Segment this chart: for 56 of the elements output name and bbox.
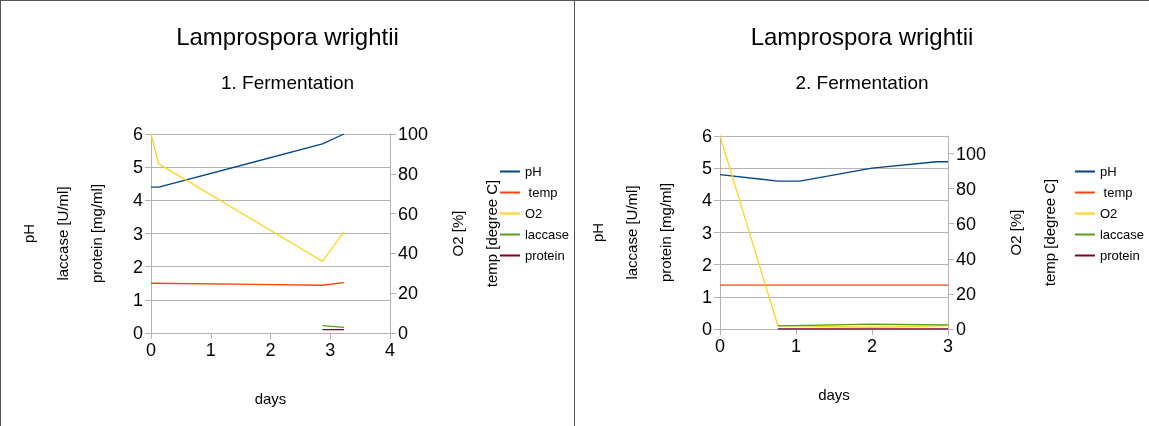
y-axis-title: pH laccase [U/ml] protein [mg/ml]: [19, 183, 105, 284]
y2-tick-label: 60: [956, 213, 977, 234]
y-tick-label: 1: [701, 286, 712, 307]
y2-tick-label: 40: [398, 243, 419, 264]
x-tick-label: 4: [384, 340, 396, 360]
legend-label: pH: [1099, 164, 1117, 179]
y2-tick-label: 0: [956, 319, 967, 339]
legend-label: laccase: [524, 227, 569, 242]
legend-label: O2: [1099, 206, 1118, 221]
legend-label: pH: [524, 164, 542, 179]
y2-tick-label: 60: [398, 203, 419, 224]
y2-axis-title: O2 [%] temp [degree C]: [1006, 178, 1058, 287]
y-tick-label: 5: [701, 158, 712, 179]
legend-label: laccase: [1099, 227, 1144, 242]
y2-tick-label: 0: [398, 323, 409, 343]
x-tick-label: 0: [145, 340, 157, 360]
legend-label: protein: [1099, 248, 1140, 263]
y-tick-label: 3: [132, 223, 143, 244]
x-tick-label: 3: [942, 336, 954, 356]
y2-tick-label: 20: [956, 283, 977, 304]
x-tick-label: 2: [265, 340, 276, 360]
y2-axis-title: O2 [%] temp [degree C]: [448, 179, 500, 288]
y-axis-title: pH laccase [U/ml] protein [mg/ml]: [588, 182, 674, 283]
y2-tick-label: 80: [398, 163, 419, 184]
y-tick-label: 6: [132, 124, 143, 144]
x-axis-title: days: [254, 389, 287, 407]
y-tick-label: 4: [701, 190, 712, 211]
y2-tick-label: 100: [956, 143, 987, 164]
x-tick-label: 3: [325, 340, 336, 360]
x-axis-title: days: [818, 385, 850, 403]
y-tick-label: 4: [132, 190, 143, 211]
x-tick-label: 1: [790, 336, 802, 356]
y-tick-label: 2: [132, 256, 143, 277]
x-tick-label: 2: [866, 336, 878, 356]
legend-label: temp: [1099, 185, 1133, 200]
chart-subtitle: 2. Fermentation: [795, 72, 929, 93]
y-tick-label: 6: [701, 126, 712, 146]
legend-label: O2: [524, 206, 543, 221]
y-tick-label: 3: [701, 222, 712, 243]
y-tick-label: 0: [132, 323, 143, 343]
y-tick-label: 1: [132, 289, 143, 310]
chart-title: Lamprospora wrightii: [750, 22, 974, 50]
x-tick-label: 1: [205, 340, 216, 360]
y-tick-label: 2: [701, 254, 712, 275]
y2-tick-label: 40: [956, 248, 977, 269]
y-tick-label: 5: [132, 157, 143, 178]
chart-title: Lamprospora wrightii: [176, 22, 399, 50]
legend-label: temp: [524, 185, 558, 200]
y2-tick-label: 100: [398, 124, 429, 144]
x-tick-label: 0: [714, 336, 726, 356]
y-tick-label: 0: [701, 319, 712, 339]
y2-tick-label: 80: [956, 178, 977, 199]
legend-label: protein: [524, 248, 565, 263]
line-series: [150, 133, 345, 263]
chart-subtitle: 1. Fermentation: [220, 72, 355, 93]
y2-tick-label: 20: [398, 283, 419, 304]
